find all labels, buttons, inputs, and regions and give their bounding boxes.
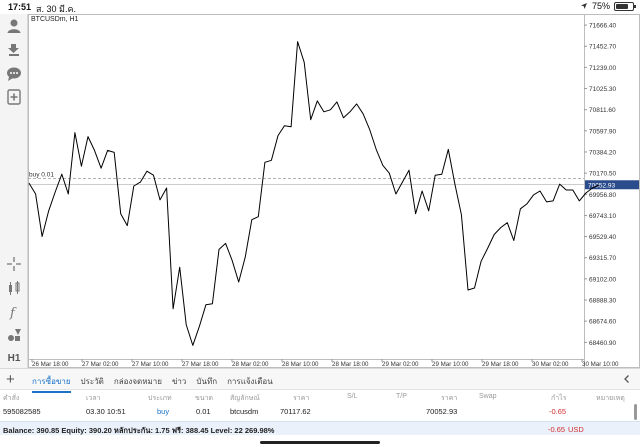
table-row[interactable]: 595082585 03.30 10:51 buy 0.01 btcusdm 7… (0, 405, 640, 419)
new-order-button[interactable]: + (6, 371, 15, 388)
crosshair-icon[interactable] (4, 254, 24, 274)
timeframe-button[interactable]: H1 (7, 352, 21, 364)
total-profit: -0.65 (548, 425, 566, 434)
x-tick-label: 27 Mar 02:00 (82, 361, 119, 368)
location-icon (580, 3, 587, 9)
status-time: 17:51 (8, 2, 32, 12)
x-tick-label: 28 Mar 10:00 (282, 361, 319, 368)
cell-type: buy (157, 407, 170, 416)
account-summary: Balance: 390.85 Equity: 390.20 หลักประกั… (3, 426, 275, 435)
cell-symbol: btcusdm (230, 407, 259, 416)
x-tick-label: 29 Mar 10:00 (432, 361, 469, 368)
account-icon[interactable] (4, 16, 24, 36)
symbol-label: BTCUSDm, H1 (31, 16, 79, 23)
total-currency: USD (568, 425, 584, 434)
x-tick-label: 27 Mar 18:00 (182, 361, 219, 368)
x-tick-label: 28 Mar 18:00 (332, 361, 369, 368)
x-tick-label: 28 Mar 02:00 (232, 361, 269, 368)
x-tick-label: 30 Mar 10:00 (582, 361, 619, 368)
x-tick-label: 29 Mar 02:00 (382, 361, 419, 368)
header-tp: T/P (396, 393, 407, 400)
objects-icon[interactable] (4, 325, 24, 345)
add-icon[interactable] (4, 87, 24, 107)
cell-time: 03.30 10:51 (86, 407, 126, 416)
y-tick-label: 69529.40 (589, 234, 616, 241)
status-right: 75% (580, 1, 636, 11)
header-profit: กำไร (551, 395, 567, 402)
header-current-price: ราคา (441, 395, 458, 402)
y-tick-label: 70811.60 (589, 107, 616, 114)
y-tick-label: 70170.50 (589, 171, 616, 178)
cell-size: 0.01 (196, 407, 211, 416)
tab-alerts[interactable]: การแจ้งเตือน (227, 377, 273, 386)
current-price-label: 70052.93 (588, 182, 615, 189)
header-time: เวลา (86, 395, 101, 402)
table-scrollbar[interactable] (634, 404, 637, 420)
trade-icon[interactable] (4, 40, 24, 60)
tab-history[interactable]: ประวัติ (80, 377, 104, 386)
header-symbol: สัญลักษณ์ (230, 395, 260, 402)
x-tick-label: 26 Mar 18:00 (32, 361, 69, 368)
header-price: ราคา (293, 395, 310, 402)
y-tick-label: 71452.70 (589, 44, 616, 51)
price-chart[interactable]: 71666.40 71452.70 71239.00 71025.30 70811.60… (28, 14, 640, 368)
function-icon[interactable]: f (4, 302, 24, 322)
header-order: คำสั่ง (3, 395, 20, 402)
chat-icon[interactable] (4, 64, 24, 84)
header-swap: Swap (479, 393, 497, 400)
home-indicator (260, 441, 380, 444)
y-tick-label: 69102.00 (589, 276, 616, 283)
chart-type-icon[interactable] (4, 278, 24, 298)
y-tick-label: 70597.90 (589, 128, 616, 135)
battery-icon (614, 1, 636, 11)
x-tick-label: 29 Mar 18:00 (482, 361, 519, 368)
status-bar: 17:51 ส. 30 มี.ค. 75% (0, 0, 640, 14)
x-tick-label: 30 Mar 02:00 (532, 361, 569, 368)
header-comment: หมายเหตุ (596, 395, 625, 402)
y-tick-label: 71239.00 (589, 65, 616, 72)
header-size: ขนาด (195, 395, 214, 402)
tab-mailbox[interactable]: กล่องจดหมาย (113, 377, 162, 386)
price-line (28, 41, 600, 346)
tab-news[interactable]: ข่าว (171, 377, 187, 386)
y-tick-label: 68460.90 (589, 340, 616, 347)
y-tick-label: 69315.70 (589, 255, 616, 262)
y-tick-label: 71025.30 (589, 86, 616, 93)
current-price-tag (585, 180, 639, 190)
tab-trade[interactable]: การซื้อขาย (32, 375, 71, 393)
cell-profit: -0.65 (549, 407, 567, 416)
chart-svg: 71666.40 71452.70 71239.00 71025.30 70811.60… (28, 14, 640, 368)
header-type: ประเภท (148, 395, 172, 402)
header-sl: S/L (347, 393, 358, 400)
status-date: ส. 30 มี.ค. (36, 4, 76, 14)
terminal-tabbar: + การซื้อขาย ประวัติ กล่องจดหมาย ข่าว บั… (0, 368, 640, 393)
terminal-tabs: การซื้อขาย ประวัติ กล่องจดหมาย ข่าว บันท… (32, 375, 273, 393)
y-tick-label: 68674.60 (589, 319, 616, 326)
cell-price: 70117.62 (280, 407, 311, 416)
y-tick-label: 70384.20 (589, 149, 616, 156)
account-summary-bar: Balance: 390.85 Equity: 390.20 หลักประกั… (0, 421, 640, 435)
chevron-left-icon[interactable] (622, 374, 632, 384)
cell-current-price: 70052.93 (426, 407, 458, 416)
x-tick-label: 27 Mar 10:00 (132, 361, 169, 368)
order-line-label: buy 0.01 (29, 171, 54, 178)
svg-text:f: f (9, 306, 17, 320)
table-header: คำสั่ง เวลา ประเภท ขนาด สัญลักษณ์ ราคา S… (0, 391, 640, 405)
y-tick-label: 68888.30 (589, 298, 616, 305)
tab-journal[interactable]: บันทึก (196, 377, 218, 386)
chart-frame (28, 14, 640, 368)
battery-percent: 75% (591, 1, 610, 11)
y-tick-label: 71666.40 (589, 23, 616, 30)
left-toolbar: f H1 (0, 14, 28, 368)
y-tick-label: 69743.10 (589, 213, 616, 220)
cell-order: 595082585 (3, 407, 41, 416)
y-tick-label: 69956.80 (589, 192, 616, 199)
